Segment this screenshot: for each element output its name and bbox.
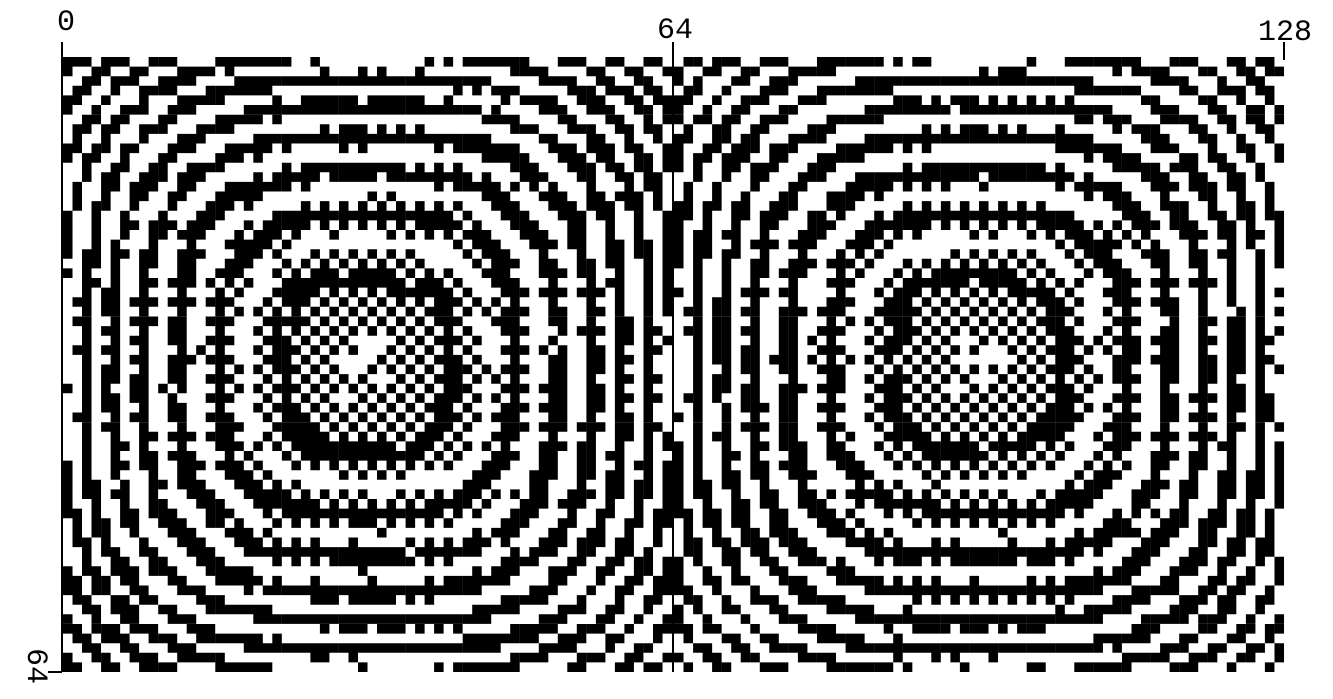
top-label: 128 [1258, 16, 1312, 50]
left-label: 64 [18, 648, 52, 684]
page: 0 64 128 64 (() => { const data = JSON.p… [0, 0, 1333, 694]
top-label: 64 [657, 14, 693, 48]
figure: 0 64 128 64 [0, 0, 1333, 694]
top-label: 0 [57, 6, 75, 40]
